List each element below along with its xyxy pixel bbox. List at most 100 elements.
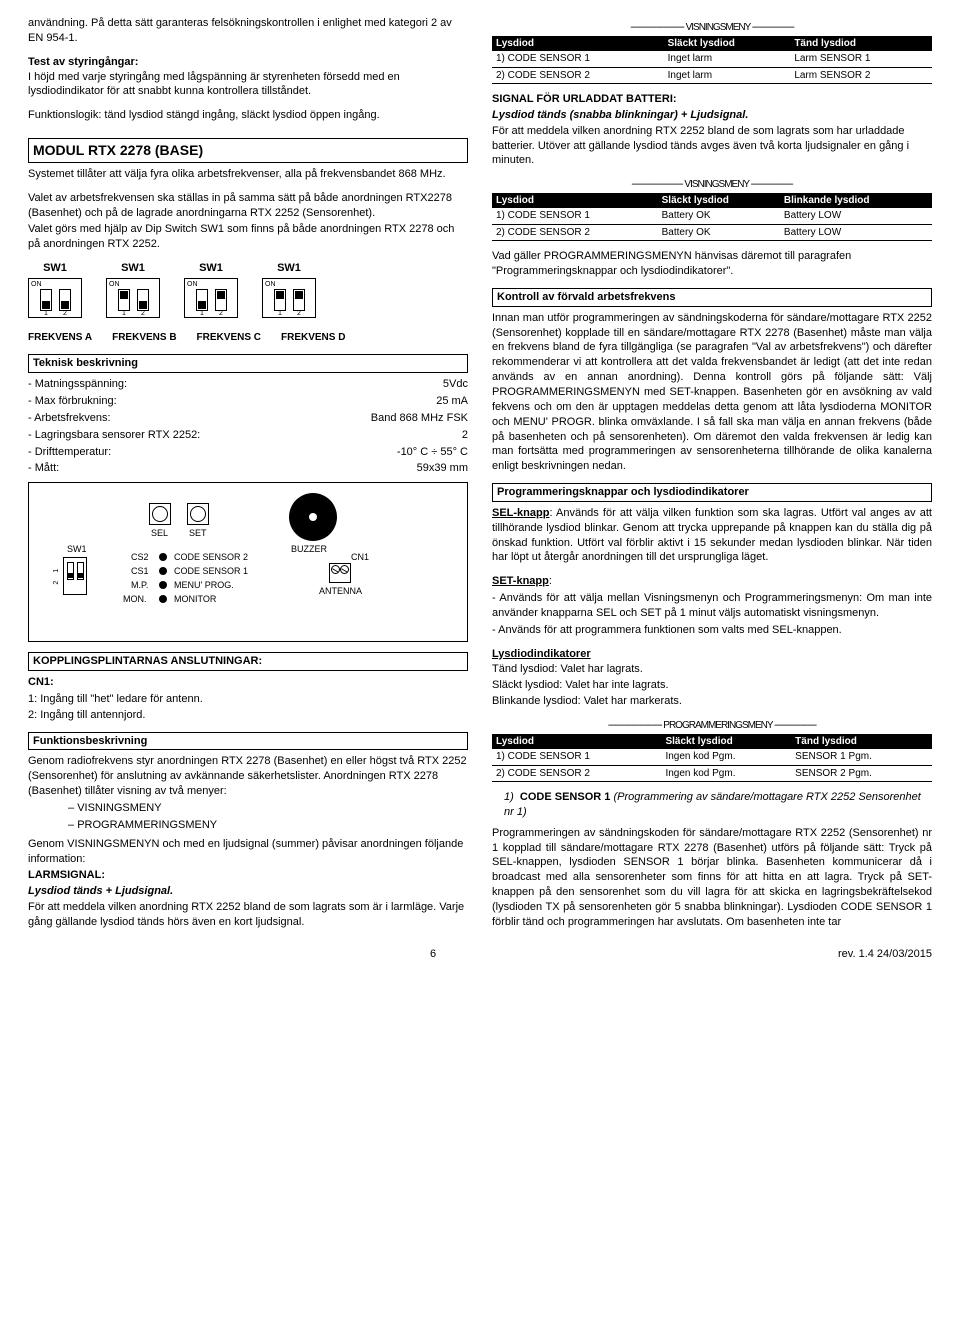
label: SET <box>189 527 207 539</box>
text: 2: Ingång till antennjord. <box>28 708 468 723</box>
th: Blinkande lysdiod <box>780 193 932 209</box>
list-item: VISNINGSMENY <box>28 801 468 816</box>
table-title: ----------------------- PROGRAMMERINGSME… <box>492 718 932 734</box>
td: 1) CODE SENSOR 1 <box>492 749 661 765</box>
left-column: användning. På detta sätt garanteras fel… <box>28 16 468 939</box>
subheader: KOPPLINGSPLINTARNAS ANSLUTNINGAR: <box>28 652 468 671</box>
td: Battery OK <box>658 208 780 224</box>
spec-label: Matningsspänning: <box>28 377 127 392</box>
dip-col: SW1 ON 12 <box>184 261 238 325</box>
freq-caption: FREKVENS A <box>28 331 92 345</box>
spec-label: Max förbrukning: <box>28 394 117 409</box>
programmeringsmeny-table: ----------------------- PROGRAMMERINGSME… <box>492 718 932 782</box>
td: Ingen kod Pgm. <box>661 749 791 765</box>
para: Systemet tillåter att välja fyra olika a… <box>28 167 468 182</box>
spec-label: Lagringsbara sensorer RTX 2252: <box>28 428 200 443</box>
dip-col: SW1 ON 12 <box>28 261 82 325</box>
para: Valet av arbetsfrekvensen ska ställas in… <box>28 191 468 221</box>
th: Tänd lysdiod <box>791 734 932 750</box>
label: SW1 <box>67 543 87 555</box>
para: Funktionslogik: tänd lysdiod stängd ingå… <box>28 108 468 123</box>
page-number: 6 <box>430 947 436 962</box>
para: Vad gäller PROGRAMMERINGSMENYN hänvisas … <box>492 249 932 279</box>
td: SENSOR 2 Pgm. <box>791 765 932 782</box>
th: Släckt lysdiod <box>664 36 791 52</box>
dip-switch-icon: ON 12 <box>262 278 316 318</box>
sw-label: SW1 <box>184 261 238 276</box>
sw-label: SW1 <box>28 261 82 276</box>
sw1-icon: 12 <box>63 557 87 595</box>
para: Valet görs med hjälp av Dip Switch SW1 s… <box>28 222 468 252</box>
label: MON. <box>123 593 147 605</box>
label: SIGNAL FÖR URLADDAT BATTERI: <box>492 92 932 107</box>
visningsmeny-table: ----------------------- VISNINGSMENY ---… <box>492 20 932 84</box>
td: Battery LOW <box>780 224 932 241</box>
spec-label: Drifttemperatur: <box>28 445 111 460</box>
td: SENSOR 1 Pgm. <box>791 749 932 765</box>
sel-button-icon <box>149 503 171 525</box>
label: CODE SENSOR 1 <box>520 791 610 803</box>
spec-list: Matningsspänning:5Vdc Max förbrukning:25… <box>28 377 468 476</box>
sw-label: SW1 <box>262 261 316 276</box>
spec-value: -10° C ÷ 55° C <box>397 445 468 460</box>
para: Innan man utför programmeringen av sändn… <box>492 311 932 474</box>
dip-switch-icon: ON 12 <box>184 278 238 318</box>
td: Larm SENSOR 1 <box>790 51 932 67</box>
td: Inget larm <box>664 67 791 84</box>
num: 1) <box>504 791 514 803</box>
label: BUZZER <box>291 543 327 555</box>
td: 2) CODE SENSOR 2 <box>492 224 658 241</box>
dip-switch-icon: ON 12 <box>106 278 160 318</box>
label: CS2 <box>131 551 149 563</box>
right-column: ----------------------- VISNINGSMENY ---… <box>492 16 932 939</box>
list-item: PROGRAMMERINGSMENY <box>28 818 468 833</box>
subheader: Teknisk beskrivning <box>28 354 468 373</box>
text: : Används för att välja vilken funktion … <box>492 507 932 564</box>
para: - Används för att välja mellan Visningsm… <box>492 591 932 621</box>
spec-label: Mått: <box>28 461 59 476</box>
para: Test av styringångar: I höjd med varje s… <box>28 55 468 100</box>
spec-label: Arbetsfrekvens: <box>28 411 111 426</box>
label: SEL <box>151 527 168 539</box>
th: Tänd lysdiod <box>790 36 932 52</box>
text: Släckt lysdiod: Valet har inte lagrats. <box>492 678 932 693</box>
led-icon <box>159 595 167 603</box>
freq-caption: FREKVENS B <box>112 331 176 345</box>
label: Lysdiodindikatorer <box>492 647 932 662</box>
spec-value: 2 <box>462 428 468 443</box>
td: 1) CODE SENSOR 1 <box>492 208 658 224</box>
label: CN1: <box>28 675 468 690</box>
label: CODE SENSOR 2 <box>174 551 248 563</box>
section-header: MODUL RTX 2278 (BASE) <box>28 138 468 163</box>
td: Inget larm <box>664 51 791 67</box>
label: CN1 <box>351 551 369 563</box>
led-icon <box>159 567 167 575</box>
label: Lysdiod tänds (snabba blinkningar) + Lju… <box>492 108 932 123</box>
th: Släckt lysdiod <box>661 734 791 750</box>
dip-col: SW1 ON 12 <box>262 261 316 325</box>
label: CS1 <box>131 565 149 577</box>
th: Lysdiod <box>492 193 658 209</box>
set-button-icon <box>187 503 209 525</box>
label: M.P. <box>131 579 148 591</box>
freq-caption: FREKVENS D <box>281 331 345 345</box>
terminal-icon <box>329 563 351 583</box>
td: Ingen kod Pgm. <box>661 765 791 782</box>
menu-list: VISNINGSMENY PROGRAMMERINGSMENY <box>28 801 468 833</box>
th: Lysdiod <box>492 734 661 750</box>
buzzer-icon <box>289 493 337 541</box>
td: Larm SENSOR 2 <box>790 67 932 84</box>
sw-label: SW1 <box>106 261 160 276</box>
label: ANTENNA <box>319 585 362 597</box>
para: - Används för att programmera funktionen… <box>492 623 932 638</box>
text: 1: Ingång till "het" ledare för antenn. <box>28 692 468 707</box>
para: Genom VISNINGSMENYN och med en ljudsigna… <box>28 837 468 867</box>
th: Släckt lysdiod <box>658 193 780 209</box>
spec-value: 25 mA <box>436 394 468 409</box>
label: MENU' PROG. <box>174 579 234 591</box>
led-icon <box>159 581 167 589</box>
label: SEL-knapp <box>492 507 549 519</box>
dip-switch-icon: ON 12 <box>28 278 82 318</box>
dip-col: SW1 ON 12 <box>106 261 160 325</box>
label: LARMSIGNAL: <box>28 868 468 883</box>
